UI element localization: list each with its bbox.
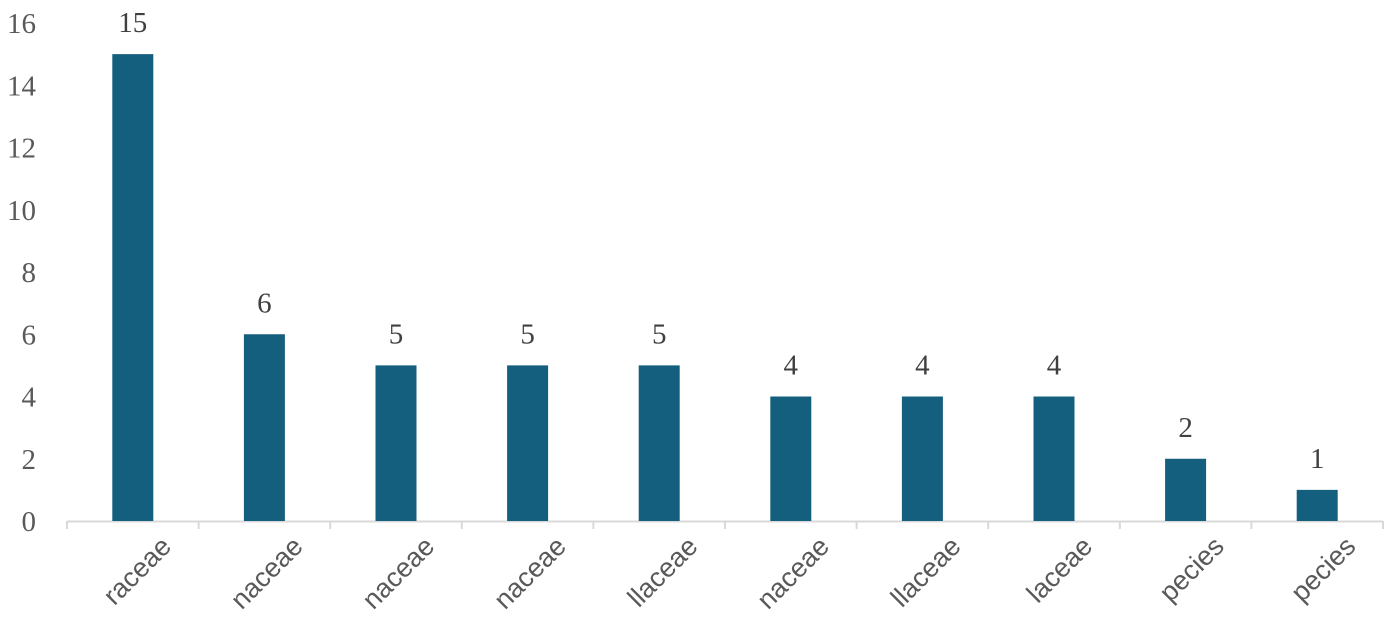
bar — [770, 396, 812, 521]
bar — [901, 396, 943, 521]
x-tick-label: naceae — [488, 531, 572, 615]
data-label: 5 — [652, 318, 667, 350]
data-label: 15 — [118, 7, 147, 39]
data-label: 5 — [520, 318, 535, 350]
y-tick-label: 6 — [22, 319, 37, 351]
data-label: 4 — [1047, 350, 1062, 382]
bar — [112, 54, 154, 521]
x-tick-label: naceae — [751, 531, 835, 615]
x-tick-label: naceae — [356, 531, 440, 615]
y-tick-label: 14 — [7, 70, 37, 102]
bar — [1033, 396, 1075, 521]
x-tick-label: naceae — [225, 531, 309, 615]
y-tick-label: 0 — [22, 506, 37, 538]
x-tick-label: pecies — [1285, 531, 1361, 607]
bar — [638, 365, 680, 521]
y-tick-label: 2 — [22, 444, 37, 476]
y-tick-label: 4 — [22, 382, 37, 414]
data-label: 5 — [389, 318, 404, 350]
data-label: 4 — [784, 350, 799, 382]
data-label: 4 — [915, 350, 930, 382]
x-tick-label: raceae — [97, 531, 177, 611]
data-label: 2 — [1178, 412, 1193, 444]
x-tick-label: pecies — [1153, 531, 1229, 607]
y-tick-label: 8 — [22, 257, 37, 289]
x-tick-label: laceae — [1021, 531, 1098, 608]
y-tick-label: 16 — [7, 8, 36, 40]
data-label: 6 — [257, 287, 272, 319]
bar — [375, 365, 417, 521]
bar — [1165, 458, 1207, 521]
y-tick-label: 10 — [7, 195, 36, 227]
x-tick-label: llaceae — [885, 531, 967, 613]
bar — [243, 334, 285, 521]
bar — [507, 365, 549, 521]
data-label: 1 — [1310, 443, 1325, 475]
x-tick-label: llaceae — [622, 531, 704, 613]
bar — [1296, 489, 1338, 521]
y-tick-label: 12 — [7, 133, 36, 165]
